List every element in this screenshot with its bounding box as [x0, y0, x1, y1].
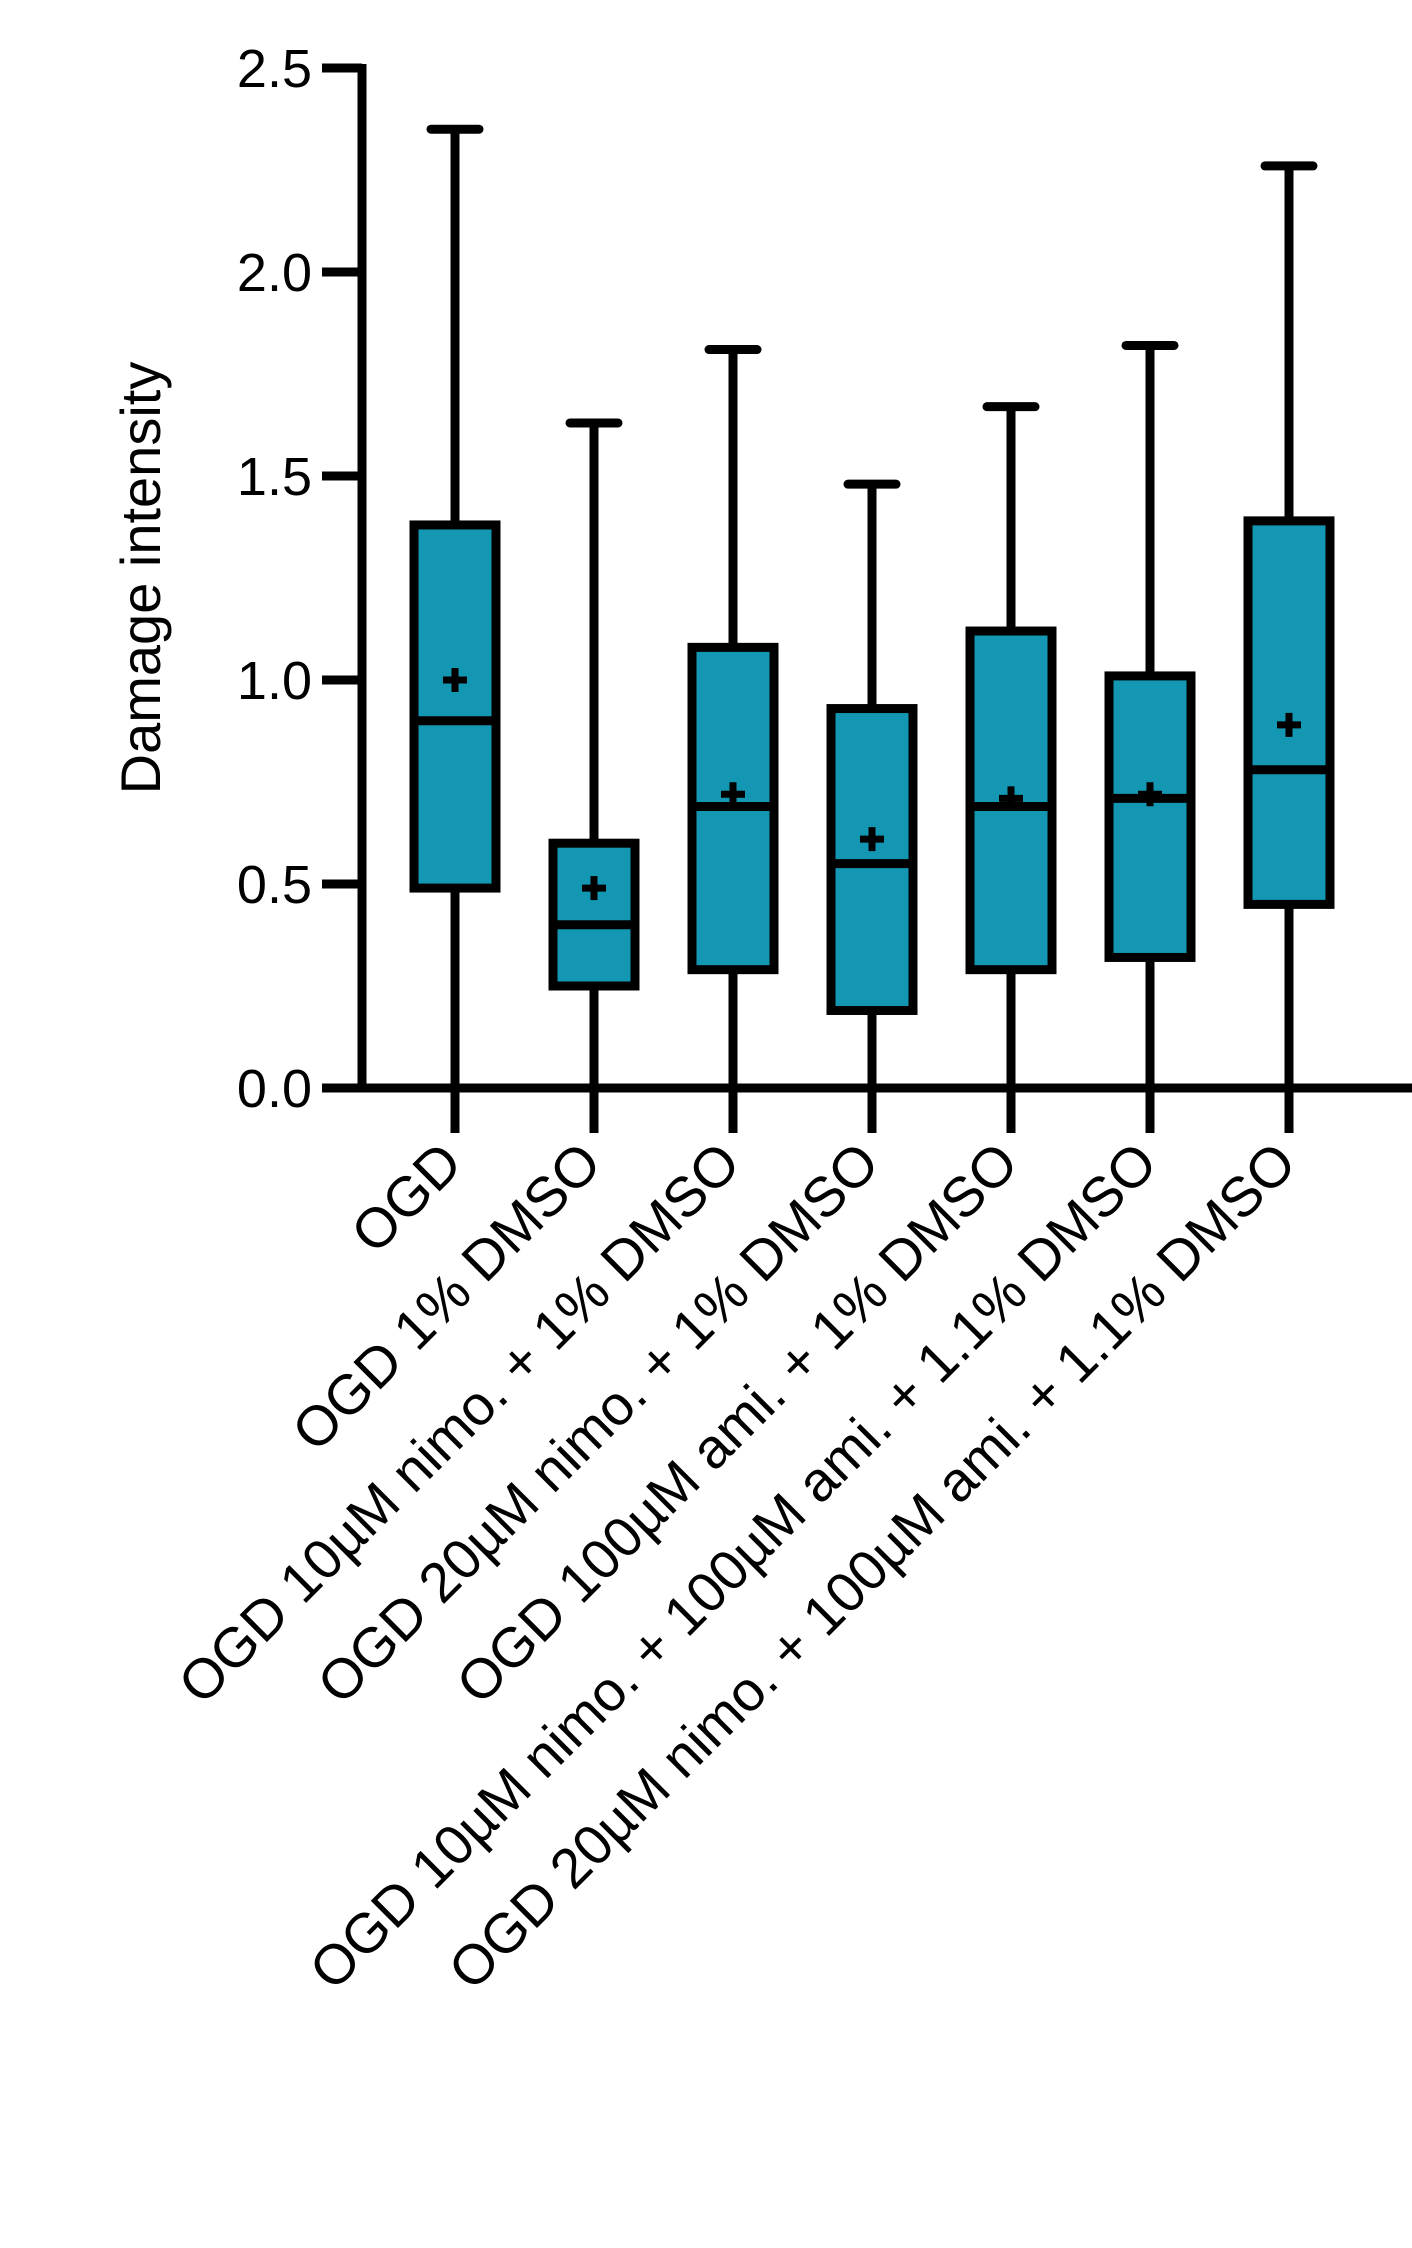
y-tick-label: 1.5 — [237, 447, 312, 507]
box-group-1 — [409, 124, 501, 1133]
box-iqr — [409, 520, 501, 893]
box-group-2 — [548, 418, 640, 1133]
box-group-6 — [1104, 340, 1196, 1133]
y-tick-label: 0.0 — [237, 1059, 312, 1119]
y-axis-title: Damage intensity — [109, 362, 172, 795]
axes-layer — [322, 63, 1412, 1093]
box-iqr — [1243, 516, 1335, 909]
box-iqr — [548, 838, 640, 991]
y-tick-label: 0.5 — [237, 855, 312, 915]
box-group-3 — [687, 345, 779, 1133]
y-tick-label: 1.0 — [237, 651, 312, 711]
boxes-layer — [409, 124, 1335, 1133]
box-group-4 — [826, 479, 918, 1133]
y-tick-label: 2.5 — [237, 39, 312, 99]
box-group-5 — [965, 402, 1057, 1133]
box-group-7 — [1243, 161, 1335, 1133]
box-iqr — [1104, 671, 1196, 962]
y-tick-label: 2.0 — [237, 243, 312, 303]
